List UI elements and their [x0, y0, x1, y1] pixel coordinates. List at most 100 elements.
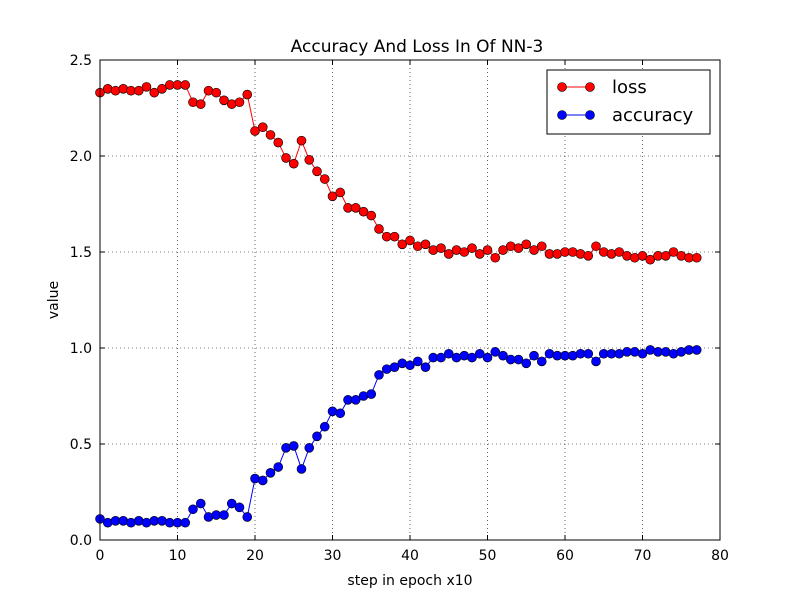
legend-label-accuracy: accuracy: [612, 105, 694, 126]
data-point-accuracy: [226, 498, 237, 509]
data-point-loss: [296, 135, 307, 146]
data-point-loss: [312, 166, 322, 177]
data-point-loss: [467, 243, 477, 253]
data-point-accuracy: [405, 360, 415, 371]
data-point-loss: [211, 87, 222, 98]
data-point-loss: [482, 245, 493, 255]
legend-marker-accuracy: [585, 110, 595, 120]
data-point-loss: [327, 191, 338, 202]
y-tick-label: 1.0: [70, 341, 92, 357]
y-tick-label: 2.0: [70, 149, 92, 165]
data-point-loss: [304, 155, 315, 165]
data-point-accuracy: [691, 345, 702, 355]
data-point-accuracy: [467, 352, 477, 363]
data-point-loss: [273, 137, 284, 148]
data-point-loss: [637, 251, 648, 261]
chart-title: Accuracy And Loss In Of NN-3: [291, 37, 544, 57]
data-point-loss: [133, 85, 144, 96]
data-point-loss: [157, 84, 167, 94]
data-point-loss: [436, 243, 446, 253]
data-point-loss: [265, 130, 276, 140]
legend-marker-loss: [585, 82, 595, 92]
data-point-accuracy: [257, 475, 268, 486]
legend-marker-accuracy: [557, 110, 567, 120]
data-point-accuracy: [637, 348, 648, 359]
x-tick-label: 10: [169, 548, 187, 564]
x-tick-label: 20: [246, 548, 264, 564]
data-point-loss: [195, 99, 206, 109]
tick-layer: 0 10 20 30 40 50 60 70 80 0.0 0.5 1.0 1.5 2.0 2.5: [70, 53, 729, 564]
data-point-loss: [513, 243, 524, 253]
data-point-loss: [536, 241, 547, 252]
y-tick-label: 2.5: [70, 53, 92, 69]
data-point-accuracy: [366, 389, 377, 399]
data-point-accuracy: [513, 354, 524, 365]
data-point-accuracy: [591, 356, 601, 367]
data-point-loss: [420, 239, 431, 250]
data-point-accuracy: [350, 395, 361, 405]
data-point-loss: [141, 82, 152, 92]
data-point-accuracy: [304, 443, 315, 453]
data-point-accuracy: [521, 358, 532, 369]
data-point-loss: [498, 245, 508, 255]
data-point-loss: [645, 254, 656, 265]
data-point-accuracy: [536, 356, 547, 367]
data-point-accuracy: [474, 348, 485, 359]
data-point-loss: [358, 206, 369, 217]
x-tick-label: 40: [401, 548, 419, 564]
data-point-accuracy: [242, 512, 253, 522]
data-point-accuracy: [219, 510, 229, 520]
x-tick-label: 80: [711, 548, 729, 564]
data-point-accuracy: [482, 352, 493, 363]
y-tick-label: 0.0: [70, 533, 92, 549]
legend-label-loss: loss: [612, 77, 647, 98]
data-point-loss: [405, 235, 415, 246]
y-tick-label: 0.5: [70, 437, 92, 453]
data-point-accuracy: [529, 350, 539, 361]
x-tick-label: 30: [324, 548, 342, 564]
data-point-accuracy: [319, 421, 330, 432]
data-point-accuracy: [312, 431, 322, 442]
data-point-accuracy: [180, 517, 191, 528]
data-point-loss: [319, 174, 330, 184]
data-point-accuracy: [420, 362, 431, 373]
data-point-accuracy: [583, 348, 594, 359]
data-point-accuracy: [296, 464, 307, 474]
data-point-accuracy: [335, 408, 346, 419]
data-point-accuracy: [436, 352, 446, 363]
data-point-loss: [443, 249, 454, 259]
data-point-loss: [350, 203, 361, 213]
y-tick-label: 1.5: [70, 245, 92, 261]
data-point-loss: [583, 251, 594, 261]
data-point-accuracy: [265, 467, 276, 478]
data-point-accuracy: [188, 504, 198, 515]
data-point-loss: [474, 249, 485, 259]
data-point-accuracy: [234, 502, 245, 513]
data-point-loss: [149, 87, 160, 98]
data-point-loss: [490, 252, 501, 263]
x-axis-label: step in epoch x10: [347, 573, 472, 589]
data-point-accuracy: [490, 347, 501, 357]
data-point-loss: [219, 95, 229, 106]
data-point-loss: [389, 231, 400, 242]
data-point-loss: [459, 247, 470, 257]
data-point-loss: [614, 247, 625, 257]
data-point-loss: [591, 241, 601, 252]
data-point-accuracy: [412, 356, 423, 367]
data-point-loss: [250, 126, 260, 136]
data-point-accuracy: [389, 362, 400, 373]
data-point-loss: [366, 210, 377, 221]
legend-frame: [546, 69, 711, 135]
data-point-loss: [521, 239, 532, 250]
data-point-accuracy: [443, 348, 454, 359]
data-point-loss: [288, 158, 299, 169]
x-tick-label: 50: [479, 548, 497, 564]
series-layer: [95, 80, 702, 528]
data-point-loss: [242, 89, 253, 100]
x-tick-label: 60: [556, 548, 574, 564]
data-point-accuracy: [498, 350, 508, 361]
y-axis-label: value: [46, 281, 62, 319]
data-point-loss: [180, 80, 191, 90]
